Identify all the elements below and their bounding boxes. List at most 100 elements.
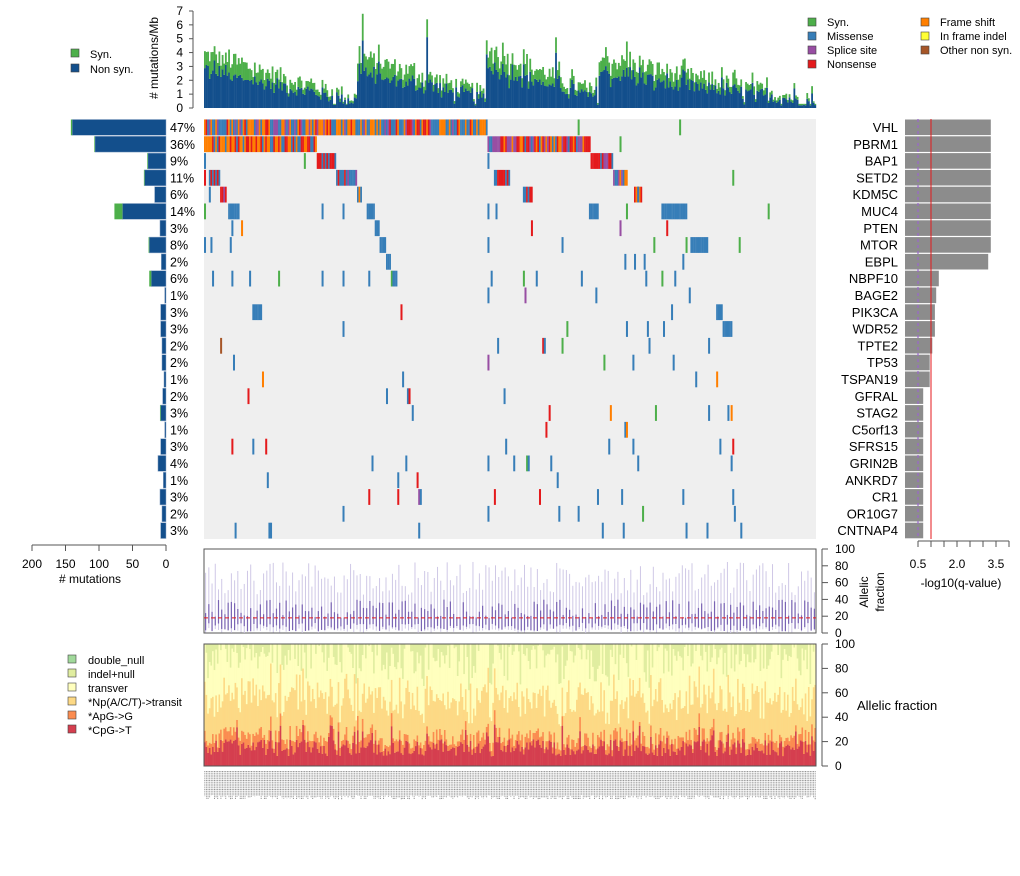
spectrum-segment <box>516 734 519 741</box>
rate-bar-syn <box>353 93 356 98</box>
spectrum-segment <box>413 750 416 766</box>
mutation-cell <box>416 472 419 489</box>
spectrum-segment <box>783 644 786 649</box>
spectrum-segment <box>698 644 701 667</box>
spectrum-segment <box>806 752 809 766</box>
spectrum-segment <box>205 644 208 653</box>
rate-bar-syn <box>268 73 271 81</box>
mutation-cell <box>218 169 221 186</box>
spectrum-segment <box>503 737 506 746</box>
rate-bar-syn <box>440 90 443 98</box>
spectrum-segment <box>281 739 284 751</box>
mutation-cell <box>429 119 432 136</box>
spectrum-segment <box>666 731 669 738</box>
spectrum-segment <box>640 644 643 698</box>
spectrum-segment <box>596 709 599 735</box>
spectrum-segment <box>643 702 646 736</box>
rate-bar-nonsyn <box>373 66 375 108</box>
spectrum-segment <box>656 755 659 766</box>
mutation-cell <box>654 405 657 421</box>
spectrum-segment <box>476 644 478 689</box>
spectrum-segment <box>627 676 630 719</box>
spectrum-segment <box>323 644 325 663</box>
mutation-cell <box>427 119 430 136</box>
rate-bar-nonsyn <box>287 96 290 108</box>
spectrum-segment <box>390 713 393 727</box>
q-value-bar <box>905 354 930 371</box>
spectrum-segment <box>730 668 733 708</box>
spectrum-segment <box>253 644 256 658</box>
spectrum-segment <box>350 704 353 750</box>
mutation-cell <box>319 119 322 136</box>
mutation-cell <box>321 203 324 220</box>
spectrum-segment <box>326 741 329 757</box>
rate-bar-syn <box>487 57 490 69</box>
rate-bar-nonsyn <box>608 73 611 108</box>
rate-bar-syn <box>336 87 338 93</box>
spectrum-segment <box>717 702 720 741</box>
mutation-cell <box>501 136 504 153</box>
rate-bar-nonsyn <box>268 80 271 108</box>
spectrum-segment <box>690 739 693 746</box>
mutation-cell <box>725 321 728 337</box>
spectrum-segment <box>215 740 218 766</box>
mutation-cell <box>279 136 282 153</box>
mutation-cell <box>287 136 290 153</box>
spectrum-segment <box>766 754 768 766</box>
mutation-cell <box>216 169 219 186</box>
rate-bar-syn <box>709 84 712 90</box>
rate-bar-syn <box>247 68 250 80</box>
spectrum-segment <box>353 644 356 675</box>
mutation-cell <box>593 203 596 220</box>
spectrum-segment <box>220 644 222 651</box>
spectrum-segment <box>318 752 321 766</box>
spectrum-segment <box>651 667 654 707</box>
spectrum-segment <box>725 734 728 742</box>
spectrum-segment <box>276 755 279 766</box>
mutation-cell <box>672 203 675 220</box>
spectrum-segment <box>431 749 433 766</box>
rate-bar-syn <box>419 82 422 89</box>
rate-bar-nonsyn <box>735 87 738 108</box>
spectrum-frame <box>203 643 817 767</box>
spectrum-segment <box>770 729 773 742</box>
spectrum-segment <box>516 644 519 683</box>
spectrum-segment <box>403 704 406 734</box>
spectrum-segment <box>769 740 772 755</box>
spectrum-segment <box>476 688 478 733</box>
spectrum-segment <box>363 747 366 766</box>
spectrum-segment <box>617 746 620 751</box>
mutation-cell <box>307 119 309 136</box>
spectrum-segment <box>677 644 680 652</box>
mutation-cell <box>406 119 409 136</box>
spectrum-segment <box>666 708 669 732</box>
spectrum-segment <box>679 656 681 691</box>
mutation-cell <box>671 203 673 220</box>
spectrum-segment <box>358 741 361 753</box>
mutation-cell <box>733 505 736 522</box>
spectrum-segment <box>215 644 218 650</box>
spectrum-segment <box>598 746 601 766</box>
rate-bar-nonsyn <box>666 73 669 108</box>
spectrum-segment <box>574 655 577 712</box>
spectrum-segment <box>237 644 240 668</box>
rate-bar-syn <box>204 51 206 69</box>
mutation-cell <box>212 119 214 136</box>
rate-bar-syn <box>807 98 810 102</box>
spectrum-segment <box>695 650 698 687</box>
legend-swatch <box>920 31 930 41</box>
spectrum-segment <box>795 731 797 766</box>
rate-bar-syn <box>389 68 392 83</box>
spectrum-segment <box>395 739 398 752</box>
spectrum-segment <box>576 742 578 751</box>
spectrum-segment <box>207 752 210 766</box>
spectrum-segment <box>431 644 433 691</box>
rate-bar-syn <box>490 47 493 71</box>
mutation-cell <box>423 119 425 136</box>
rate-bar-syn <box>463 83 466 92</box>
rate-bar-syn <box>410 64 412 82</box>
spectrum-segment <box>783 692 786 741</box>
rate-bar-nonsyn <box>596 104 599 108</box>
spectrum-segment <box>257 668 259 707</box>
spectrum-segment <box>535 740 538 766</box>
